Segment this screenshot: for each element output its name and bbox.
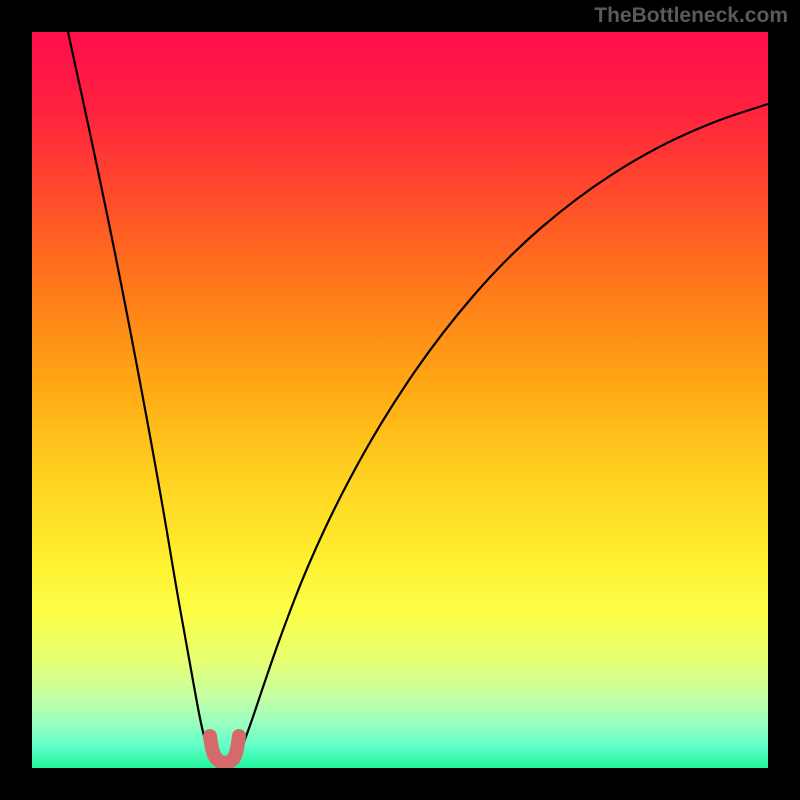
curve-layer xyxy=(32,32,768,768)
optimal-zone-marker xyxy=(210,736,239,763)
watermark-text: TheBottleneck.com xyxy=(594,4,788,28)
chart-canvas: TheBottleneck.com xyxy=(0,0,800,800)
bottleneck-curve-left xyxy=(68,32,210,754)
plot-area xyxy=(32,32,768,768)
bottleneck-curve-right xyxy=(239,104,768,754)
